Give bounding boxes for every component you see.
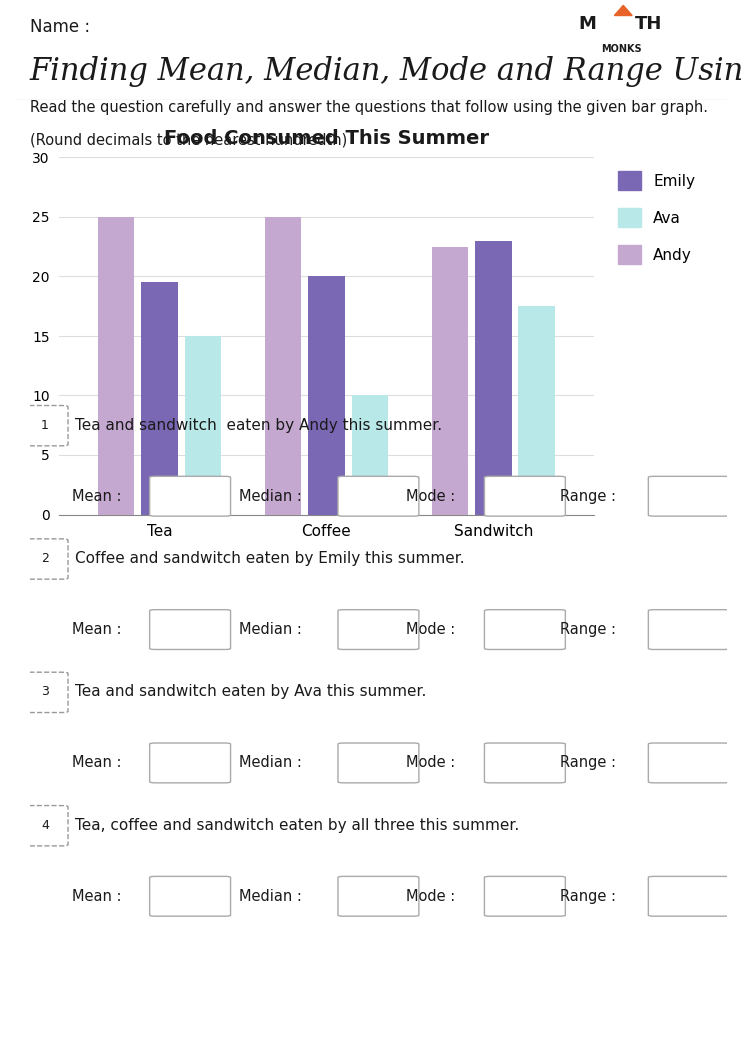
Text: Tea, coffee and sandwitch eaten by all three this summer.: Tea, coffee and sandwitch eaten by all t… <box>75 818 519 833</box>
Text: Mode :: Mode : <box>407 755 456 771</box>
FancyBboxPatch shape <box>23 805 68 846</box>
Text: Name :: Name : <box>30 18 90 37</box>
Bar <box>432 247 468 514</box>
Text: MONKS: MONKS <box>601 44 642 54</box>
Text: Tea and sandwitch  eaten by Andy this summer.: Tea and sandwitch eaten by Andy this sum… <box>75 418 442 433</box>
FancyBboxPatch shape <box>485 743 565 783</box>
FancyBboxPatch shape <box>338 610 419 650</box>
Bar <box>352 396 388 514</box>
Text: Finding Mean, Median, Mode and Range Using Bar Graph: Finding Mean, Median, Mode and Range Usi… <box>29 57 742 87</box>
FancyBboxPatch shape <box>23 672 68 713</box>
FancyBboxPatch shape <box>150 743 231 783</box>
Legend: Emily, Ava, Andy: Emily, Ava, Andy <box>612 165 701 270</box>
FancyBboxPatch shape <box>338 877 419 917</box>
FancyBboxPatch shape <box>649 743 729 783</box>
Text: Median :: Median : <box>239 888 302 904</box>
FancyBboxPatch shape <box>23 539 68 580</box>
FancyBboxPatch shape <box>150 610 231 650</box>
FancyBboxPatch shape <box>338 743 419 783</box>
Text: (Round decimals to the nearest hundredth): (Round decimals to the nearest hundredth… <box>30 132 347 147</box>
Text: Mode :: Mode : <box>407 488 456 504</box>
FancyBboxPatch shape <box>23 405 68 446</box>
Text: 4: 4 <box>41 819 49 832</box>
Text: TH: TH <box>635 16 663 34</box>
FancyBboxPatch shape <box>649 877 729 917</box>
FancyBboxPatch shape <box>150 877 231 917</box>
Text: M: M <box>579 16 597 34</box>
Text: Mode :: Mode : <box>407 622 456 637</box>
Text: Median :: Median : <box>239 622 302 637</box>
Text: Median :: Median : <box>239 488 302 504</box>
FancyBboxPatch shape <box>150 477 231 517</box>
FancyBboxPatch shape <box>485 610 565 650</box>
Text: Read the question carefully and answer the questions that follow using the given: Read the question carefully and answer t… <box>30 100 708 114</box>
Text: Mode :: Mode : <box>407 888 456 904</box>
Text: Tea and sandwitch eaten by Ava this summer.: Tea and sandwitch eaten by Ava this summ… <box>75 685 427 699</box>
Text: Coffee and sandwitch eaten by Emily this summer.: Coffee and sandwitch eaten by Emily this… <box>75 551 464 566</box>
Text: Median :: Median : <box>239 755 302 771</box>
FancyBboxPatch shape <box>485 877 565 917</box>
Bar <box>519 307 555 514</box>
Text: Mean :: Mean : <box>71 488 121 504</box>
Text: Mean :: Mean : <box>71 755 121 771</box>
FancyBboxPatch shape <box>649 610 729 650</box>
FancyBboxPatch shape <box>649 477 729 517</box>
Text: Range :: Range : <box>559 488 616 504</box>
Bar <box>308 276 345 514</box>
Text: 3: 3 <box>41 686 49 698</box>
Text: Range :: Range : <box>559 622 616 637</box>
Bar <box>98 217 134 514</box>
Bar <box>185 336 221 514</box>
FancyBboxPatch shape <box>485 477 565 517</box>
Text: 2: 2 <box>41 552 49 565</box>
Text: Range :: Range : <box>559 755 616 771</box>
Title: Food Consumed This Summer: Food Consumed This Summer <box>164 128 489 148</box>
Polygon shape <box>614 5 632 16</box>
Text: Range :: Range : <box>559 888 616 904</box>
Text: Mean :: Mean : <box>71 888 121 904</box>
FancyBboxPatch shape <box>338 477 419 517</box>
Bar <box>265 217 301 514</box>
Bar <box>475 240 512 514</box>
Bar <box>141 282 178 514</box>
Text: Mean :: Mean : <box>71 622 121 637</box>
Text: 1: 1 <box>41 419 49 432</box>
